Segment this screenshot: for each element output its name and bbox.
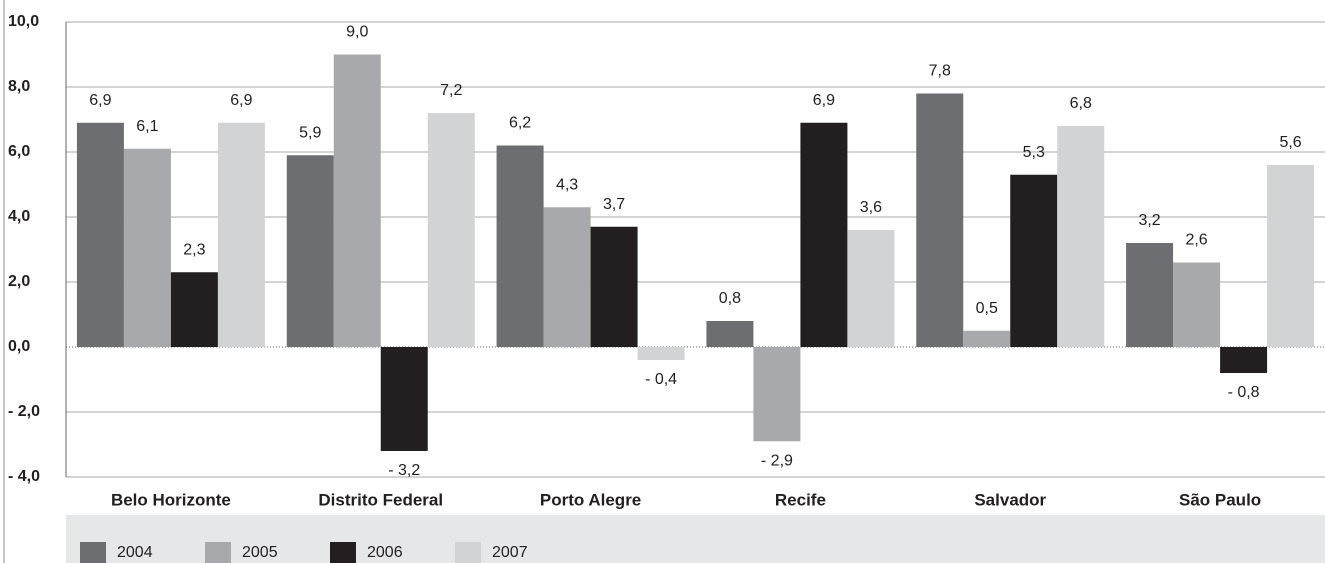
data-label: 5,6 — [1279, 134, 1301, 151]
bar — [543, 207, 591, 347]
data-label: 2,3 — [183, 241, 205, 258]
bar — [496, 145, 544, 347]
data-label: 5,9 — [299, 124, 321, 141]
data-label: 6,9 — [89, 92, 111, 109]
data-label: - 3,2 — [388, 462, 420, 479]
data-label: 7,2 — [440, 82, 462, 99]
data-label: 3,6 — [860, 199, 882, 216]
y-tick-label: 0,0 — [8, 338, 30, 355]
legend-swatch — [205, 542, 231, 563]
bar — [1126, 243, 1174, 347]
y-tick-label: 8,0 — [8, 78, 30, 95]
bar — [916, 93, 964, 347]
data-label: 6,9 — [230, 92, 252, 109]
data-label: 7,8 — [929, 63, 951, 80]
legend-swatch — [330, 542, 356, 563]
x-tick-label: Recife — [775, 490, 826, 509]
legend-swatch — [455, 542, 481, 563]
x-tick-label: Porto Alegre — [540, 490, 641, 509]
bar — [590, 226, 638, 347]
data-label: 6,1 — [136, 118, 158, 135]
data-label: 6,2 — [509, 115, 531, 132]
bar — [800, 122, 848, 347]
bar — [333, 54, 381, 347]
x-tick-label: São Paulo — [1179, 490, 1261, 509]
bar — [170, 272, 218, 347]
legend-label: 2004 — [117, 544, 153, 561]
bar — [76, 122, 124, 347]
y-tick-label: 4,0 — [8, 208, 30, 225]
data-label: 0,5 — [976, 300, 998, 317]
bar — [1220, 347, 1268, 373]
x-tick-label: Salvador — [974, 490, 1046, 509]
legend-label: 2007 — [492, 544, 528, 561]
bar — [427, 113, 475, 347]
data-label: 3,2 — [1138, 212, 1160, 229]
data-label: - 0,4 — [645, 371, 677, 388]
data-label: 6,8 — [1070, 95, 1092, 112]
y-tick-label: 2,0 — [8, 273, 30, 290]
y-tick-label: - 2,0 — [8, 403, 40, 420]
bar — [286, 155, 334, 347]
bar — [1057, 126, 1105, 347]
data-label: 9,0 — [346, 24, 368, 41]
x-tick-label: Belo Horizonte — [111, 490, 231, 509]
bar — [753, 347, 801, 442]
y-tick-label: - 4,0 — [8, 468, 40, 485]
x-tick-label: Distrito Federal — [318, 490, 443, 509]
y-tick-label: 10,0 — [8, 13, 39, 30]
bar — [1010, 174, 1058, 347]
data-label: 4,3 — [556, 176, 578, 193]
legend-background — [66, 515, 1325, 563]
bar — [1173, 262, 1221, 347]
bar — [706, 321, 754, 347]
bar — [217, 122, 265, 347]
y-tick-label: 6,0 — [8, 143, 30, 160]
data-label: - 0,8 — [1228, 384, 1260, 401]
data-label: - 2,9 — [761, 452, 793, 469]
bar — [963, 330, 1011, 347]
bar — [123, 148, 171, 347]
data-label: 2,6 — [1185, 232, 1207, 249]
bar — [380, 347, 428, 451]
bar — [637, 347, 685, 360]
data-label: 6,9 — [813, 92, 835, 109]
legend-swatch — [80, 542, 106, 563]
legend-label: 2005 — [242, 544, 278, 561]
bar — [847, 230, 895, 347]
data-label: 5,3 — [1023, 144, 1045, 161]
data-label: 0,8 — [719, 290, 741, 307]
legend-label: 2006 — [367, 544, 403, 561]
data-label: 3,7 — [603, 196, 625, 213]
bar — [1267, 165, 1315, 347]
